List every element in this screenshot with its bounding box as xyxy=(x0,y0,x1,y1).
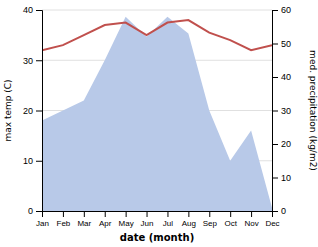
tick: 30 xyxy=(272,106,291,116)
tick-label: 40 xyxy=(23,5,33,15)
chart: JanFebMarAprMayJunJulAugSepOctNovDec0102… xyxy=(0,0,318,247)
y-axis-title: max temp (C) xyxy=(3,79,13,141)
x-axis-title: date (month) xyxy=(120,232,194,243)
tick: Dec xyxy=(265,211,279,228)
tick-label: Apr xyxy=(99,219,112,228)
grid xyxy=(42,10,272,211)
tick-mark xyxy=(272,144,278,145)
tick: 20 xyxy=(272,139,291,149)
tick-mark xyxy=(230,211,231,217)
tick-mark xyxy=(147,211,148,217)
tick: 0 xyxy=(272,206,286,216)
tick-label: 30 xyxy=(281,106,291,116)
tick: 30 xyxy=(23,56,42,66)
tick: Mar xyxy=(77,211,91,228)
tick: 50 xyxy=(272,39,291,49)
x-axis: Jan Feb Mar Apr May Jun Jul Aug Sep Oct Nov Dec xyxy=(36,211,280,228)
tick-mark xyxy=(272,178,278,179)
tick: Aug xyxy=(182,211,196,228)
tick-mark xyxy=(272,44,278,45)
tick: Feb xyxy=(57,211,71,228)
axis-line xyxy=(36,11,43,212)
tick-mark xyxy=(272,10,278,11)
tick-label: 10 xyxy=(23,156,33,166)
tick-mark xyxy=(272,77,278,78)
tick: 40 xyxy=(272,72,291,82)
tick-label: Mar xyxy=(77,219,91,228)
y-axis: 0 10 20 30 40 xyxy=(23,5,43,216)
tick: 60 xyxy=(272,5,291,15)
tick: Sep xyxy=(203,211,218,228)
tick: 40 xyxy=(23,5,42,15)
tick-label: 30 xyxy=(23,56,33,66)
tick: 10 xyxy=(23,156,42,166)
tick-label: 20 xyxy=(23,106,33,116)
axis-line xyxy=(43,212,273,218)
tick-mark xyxy=(36,10,42,11)
y2-axis: 0 10 20 30 40 50 60 xyxy=(272,5,291,216)
tick-label: Dec xyxy=(265,219,279,228)
tick-mark xyxy=(272,111,278,112)
tick-mark xyxy=(36,60,42,61)
tick-mark xyxy=(251,211,252,217)
marks xyxy=(42,17,272,211)
tick-label: Nov xyxy=(244,219,258,228)
tick-label: May xyxy=(119,219,134,228)
tick-label: 20 xyxy=(281,139,291,149)
tick-mark xyxy=(272,211,278,212)
tick-mark xyxy=(167,211,168,217)
tick-mark xyxy=(63,211,64,217)
tick-label: Aug xyxy=(182,219,196,228)
tick-label: 40 xyxy=(281,72,291,82)
y2-axis-title: med. precipitation (kg/m2) xyxy=(308,50,318,171)
tick-label: 50 xyxy=(281,39,291,49)
tick-label: Jun xyxy=(141,219,154,228)
tick-mark xyxy=(188,211,189,217)
tick-mark xyxy=(36,211,42,212)
tick: Apr xyxy=(99,211,112,228)
tick-label: 60 xyxy=(281,5,291,15)
plot-area: JanFebMarAprMayJunJulAugSepOctNovDec0102… xyxy=(23,5,291,227)
tick: Jul xyxy=(163,211,173,228)
tick-mark xyxy=(126,211,127,217)
tick-mark xyxy=(36,161,42,162)
tick-label: 10 xyxy=(281,173,291,183)
temperature-line xyxy=(42,20,272,50)
tick: 20 xyxy=(23,106,42,116)
tick-label: 0 xyxy=(28,206,33,216)
tick: Jan xyxy=(36,211,49,228)
tick-label: Oct xyxy=(224,219,237,228)
tick-mark xyxy=(36,111,42,112)
tick-mark xyxy=(105,211,106,217)
axis-line xyxy=(273,11,279,212)
grid-line xyxy=(42,10,272,11)
tick: 0 xyxy=(28,206,42,216)
tick: 10 xyxy=(272,173,291,183)
tick-mark xyxy=(209,211,210,217)
tick: Nov xyxy=(244,211,258,228)
tick-label: Jan xyxy=(36,219,49,228)
tick-label: 0 xyxy=(281,206,286,216)
tick-mark xyxy=(84,211,85,217)
tick: Jun xyxy=(141,211,154,228)
tick: Oct xyxy=(224,211,237,228)
tick-label: Feb xyxy=(57,219,71,228)
precipitation-area xyxy=(42,17,272,211)
tick: May xyxy=(119,211,134,228)
tick-label: Sep xyxy=(203,219,218,228)
tick-label: Jul xyxy=(163,219,173,228)
